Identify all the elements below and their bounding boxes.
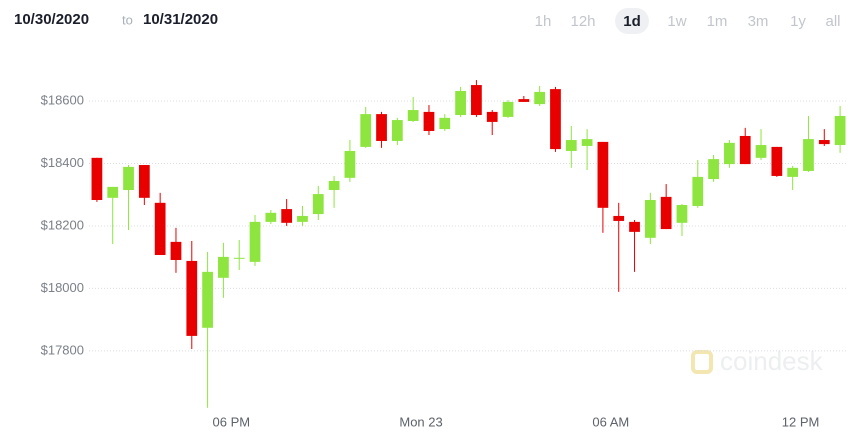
candle-body (376, 114, 387, 141)
candle-body (218, 256, 229, 278)
candle-body (818, 140, 830, 145)
candle-body (502, 101, 514, 117)
candle-body (755, 145, 767, 158)
candle-body (644, 200, 656, 238)
date-from: 10/30/2020 (14, 11, 89, 28)
range-button[interactable]: 12h (570, 13, 595, 30)
candle-body (328, 180, 340, 191)
x-tick-label: 06 AM (592, 414, 629, 429)
candle-body (534, 91, 546, 105)
range-button[interactable]: 1h (535, 13, 552, 30)
watermark: coindesk (720, 346, 824, 376)
candle-body (771, 146, 783, 176)
y-tick-label: $18600 (41, 92, 84, 107)
candle-body (803, 139, 814, 171)
watermark-logo: coindesk (691, 346, 824, 376)
candle-body (360, 114, 372, 147)
x-tick-label: Mon 23 (399, 414, 442, 429)
candle-body (708, 159, 719, 180)
range-selected-bg (615, 8, 649, 34)
candle-body (186, 260, 198, 336)
candle-body (676, 205, 688, 223)
candle-body (249, 221, 261, 262)
candle-body (550, 89, 561, 150)
y-tick-label: $17800 (41, 342, 84, 357)
candle-body (597, 141, 609, 208)
range-button[interactable]: 1m (707, 13, 728, 30)
candle-body (123, 166, 134, 191)
date-separator: to (122, 12, 133, 27)
candle-body (154, 202, 166, 255)
candle-body (202, 271, 213, 328)
candle-body (486, 111, 498, 122)
candle-body (471, 85, 482, 116)
candle-body (518, 99, 530, 102)
date-to: 10/31/2020 (143, 11, 218, 28)
range-button[interactable]: all (825, 13, 840, 30)
candle-body (170, 241, 182, 260)
candle-body (297, 215, 308, 222)
candle-body (613, 215, 625, 221)
y-tick-label: $18400 (41, 155, 84, 170)
candle-body (138, 165, 150, 198)
candle-body (739, 135, 751, 165)
candle-body (787, 167, 799, 177)
candle-body (581, 139, 593, 146)
candle-body (834, 115, 846, 146)
candle-body (455, 90, 466, 116)
x-tick-label: 12 PM (782, 414, 820, 429)
candle-body (265, 212, 277, 222)
candle-body (281, 209, 293, 223)
candle-body (660, 196, 672, 230)
y-tick-label: $18000 (41, 280, 84, 295)
candle-body (724, 142, 735, 165)
y-tick-label: $18200 (41, 217, 84, 232)
candle-body (107, 186, 119, 198)
candle-body (629, 221, 640, 232)
range-button[interactable]: 1y (790, 13, 806, 30)
candle-body (692, 176, 704, 206)
candle-body (91, 157, 103, 201)
range-button[interactable]: 3m (748, 13, 769, 30)
range-button[interactable]: 1d (623, 13, 641, 30)
candle-body (423, 111, 435, 131)
candle-body (344, 150, 356, 178)
candle-body (407, 110, 419, 121)
candle-body (439, 117, 451, 130)
candle-body (233, 257, 245, 259)
candle-body (391, 120, 403, 141)
candle-body (565, 140, 577, 151)
x-tick-label: 06 PM (213, 414, 251, 429)
candle-body (312, 194, 324, 215)
range-button[interactable]: 1w (667, 13, 686, 30)
